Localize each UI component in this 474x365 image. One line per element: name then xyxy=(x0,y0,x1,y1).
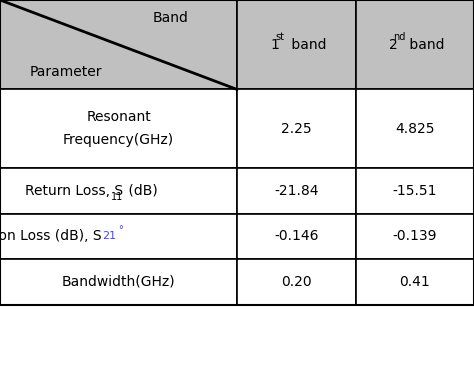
Bar xyxy=(356,214,474,259)
Text: 11: 11 xyxy=(111,192,123,202)
Bar xyxy=(356,89,474,168)
Bar xyxy=(237,259,356,305)
Text: 2.25: 2.25 xyxy=(281,122,311,136)
Text: Parameter: Parameter xyxy=(30,65,102,78)
Text: st: st xyxy=(275,32,284,42)
Bar xyxy=(237,168,356,214)
Bar xyxy=(356,0,474,89)
Text: band: band xyxy=(287,38,326,52)
Text: Insertion Loss (dB), S: Insertion Loss (dB), S xyxy=(0,229,102,243)
Text: -15.51: -15.51 xyxy=(392,184,437,198)
Text: 0.20: 0.20 xyxy=(281,275,311,289)
Bar xyxy=(0,214,237,259)
Bar xyxy=(0,259,237,305)
Text: band: band xyxy=(405,38,445,52)
Text: Return Loss, S: Return Loss, S xyxy=(25,184,123,198)
Text: 4.825: 4.825 xyxy=(395,122,435,136)
Text: °: ° xyxy=(118,225,123,235)
Bar xyxy=(0,168,237,214)
Text: -21.84: -21.84 xyxy=(274,184,319,198)
Text: -0.139: -0.139 xyxy=(392,229,437,243)
Bar xyxy=(356,168,474,214)
Text: 21: 21 xyxy=(102,231,116,241)
Text: nd: nd xyxy=(393,32,406,42)
Bar xyxy=(0,0,474,305)
Bar xyxy=(237,0,356,89)
Bar xyxy=(237,214,356,259)
Bar xyxy=(0,89,237,168)
Text: -0.146: -0.146 xyxy=(274,229,319,243)
Text: 2: 2 xyxy=(389,38,397,52)
Text: Frequency(GHz): Frequency(GHz) xyxy=(63,132,174,147)
Text: 1: 1 xyxy=(270,38,279,52)
Text: Band: Band xyxy=(153,11,189,25)
Bar xyxy=(0,0,237,89)
Bar xyxy=(237,89,356,168)
Text: Resonant: Resonant xyxy=(86,110,151,124)
Text: 0.41: 0.41 xyxy=(400,275,430,289)
Text: (dB): (dB) xyxy=(124,184,158,198)
Bar xyxy=(356,259,474,305)
Text: Bandwidth(GHz): Bandwidth(GHz) xyxy=(62,275,175,289)
